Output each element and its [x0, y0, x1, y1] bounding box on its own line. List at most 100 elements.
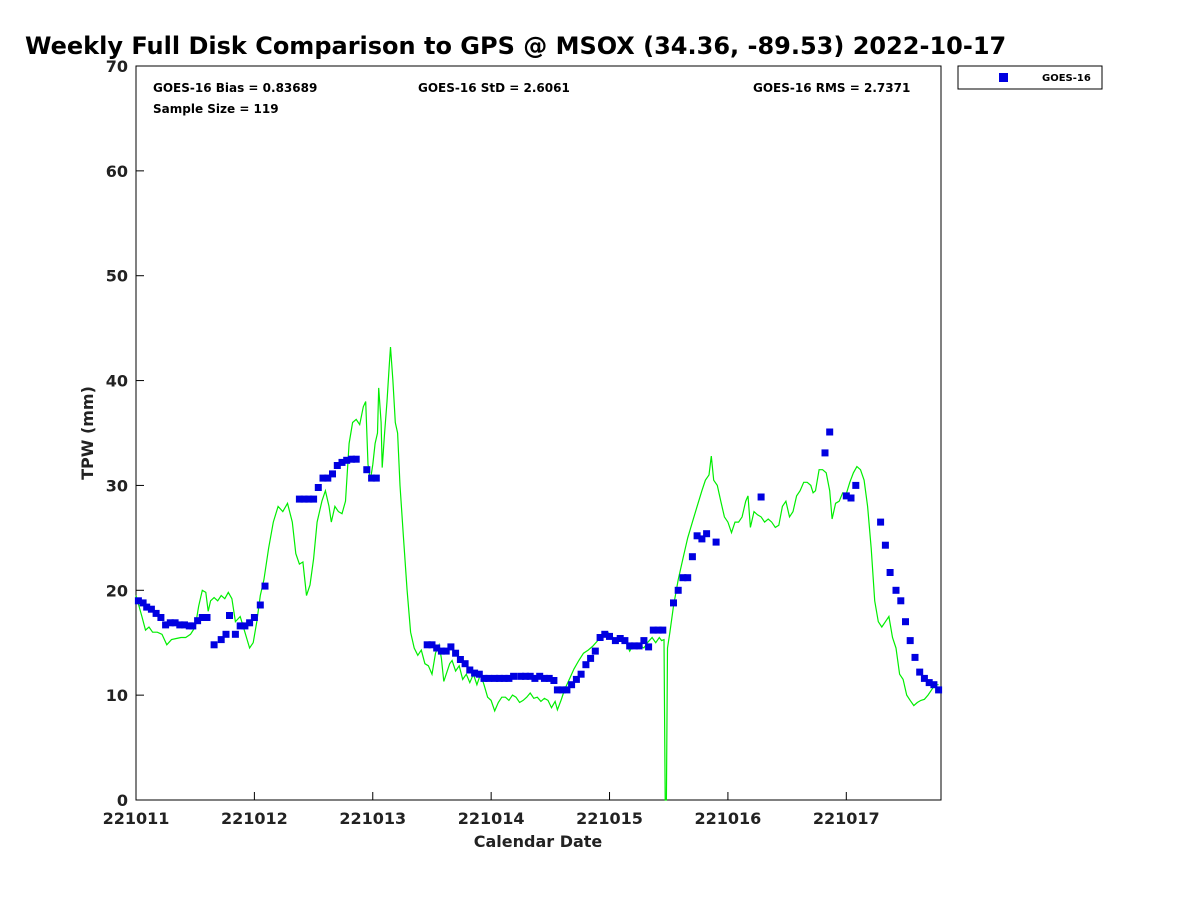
legend-marker-goes-16: [999, 73, 1008, 82]
goes-16-point: [171, 619, 179, 627]
goes-16-point: [314, 484, 322, 491]
legend-box: [957, 65, 1103, 90]
y-tick-label: 60: [106, 162, 128, 181]
goes-16-point: [310, 495, 318, 503]
goes-16-point: [231, 630, 239, 638]
y-tick-label: 10: [106, 686, 128, 705]
goes-16-point: [916, 668, 924, 676]
goes-16-point: [226, 612, 233, 619]
goes-16-point: [236, 622, 244, 630]
goes-16-point: [485, 674, 493, 682]
goes-16-point: [545, 674, 553, 682]
goes-16-point: [198, 614, 206, 621]
y-tick-label: 50: [106, 267, 128, 286]
goes-16-point: [852, 481, 860, 489]
y-axis: 0 10 20 30 40 50 60 70: [106, 57, 144, 810]
goes-16-point: [500, 674, 508, 682]
goes-16-point: [210, 641, 218, 649]
goes-16-point: [526, 672, 534, 680]
goes-16-point: [649, 626, 657, 634]
goes-16-point: [925, 679, 933, 687]
goes-16-point: [442, 647, 450, 655]
goes-16-point: [630, 642, 638, 650]
goes-16-point: [645, 643, 653, 651]
goes-16-point: [522, 672, 529, 680]
goes-16-point: [577, 670, 585, 678]
goes-16-point: [447, 643, 455, 651]
legend-label-goes-16: GOES-16: [1042, 73, 1091, 84]
goes-16-point: [654, 626, 662, 634]
goes-16-point: [250, 614, 258, 621]
goes-16-point: [601, 630, 609, 638]
goes-16-point: [495, 674, 503, 682]
x-tick-label: 221013: [339, 809, 406, 828]
goes-16-point: [452, 649, 460, 657]
goes-16-point: [935, 686, 943, 694]
y-tick-label: 70: [106, 57, 128, 76]
gps-line: [135, 346, 939, 801]
goes-16-point: [540, 674, 548, 682]
sample-size-stat: Sample Size = 119: [153, 102, 279, 116]
goes-16-point: [703, 530, 711, 538]
goes-16-point: [176, 621, 184, 629]
goes-16-point: [616, 635, 624, 642]
goes-16-point: [881, 541, 889, 549]
goes-16-point: [246, 619, 254, 627]
x-tick-label: 221012: [221, 809, 288, 828]
goes-16-point: [368, 474, 376, 482]
goes-16-point: [821, 449, 829, 457]
goes-16-point: [877, 518, 885, 526]
goes-16-point: [659, 626, 667, 634]
goes-16-point: [626, 642, 634, 650]
goes-16-point: [348, 455, 355, 463]
bias-stat: GOES-16 Bias = 0.83689: [153, 81, 317, 95]
x-axis: 221011 221012 221013 221014 221015 221016 2210…: [103, 792, 880, 828]
goes-16-point: [491, 674, 499, 682]
x-tick-label: 221015: [576, 809, 643, 828]
goes-16-point: [256, 601, 264, 609]
goes-16-point: [194, 617, 202, 625]
goes-16-point: [635, 642, 643, 650]
goes-16-point: [621, 637, 629, 645]
goes-16-point: [343, 456, 351, 464]
goes-16-point: [930, 681, 938, 689]
goes-16-series: [134, 428, 943, 694]
goes-16-point: [456, 656, 464, 663]
goes-16-point: [842, 492, 850, 500]
goes-16-point: [693, 532, 701, 540]
y-tick-label: 0: [117, 791, 128, 810]
goes-16-point: [826, 428, 834, 436]
goes-16-point: [611, 637, 619, 645]
x-tick-label: 221011: [103, 809, 170, 828]
goes-16-point: [847, 494, 855, 502]
goes-16-point: [480, 674, 488, 682]
goes-16-point: [181, 621, 188, 629]
goes-16-point: [203, 614, 211, 621]
goes-16-point: [558, 686, 566, 694]
goes-16-point: [553, 686, 561, 694]
goes-16-point: [324, 474, 332, 482]
goes-16-point: [319, 474, 327, 482]
goes-16-point: [423, 641, 431, 649]
goes-16-point: [902, 618, 909, 626]
goes-16-point: [338, 458, 346, 466]
goes-16-point: [684, 574, 692, 582]
x-axis-label: Calendar Date: [474, 832, 603, 851]
goes-16-point: [591, 647, 599, 655]
goes-16-point: [475, 670, 483, 678]
goes-16-point: [433, 644, 441, 652]
goes-16-point: [596, 634, 604, 641]
goes-16-point: [587, 654, 595, 662]
goes-16-point: [329, 470, 336, 478]
chart-title: Weekly Full Disk Comparison to GPS @ MSO…: [25, 32, 1006, 60]
goes-16-point: [640, 637, 648, 645]
goes-16-point: [166, 619, 174, 627]
goes-16-point: [305, 495, 313, 503]
goes-16-point: [517, 672, 525, 680]
goes-16-point: [757, 493, 765, 501]
y-tick-label: 30: [106, 476, 128, 495]
goes-16-point: [572, 675, 580, 683]
goes-16-point: [563, 686, 571, 694]
goes-16-point: [162, 621, 170, 629]
